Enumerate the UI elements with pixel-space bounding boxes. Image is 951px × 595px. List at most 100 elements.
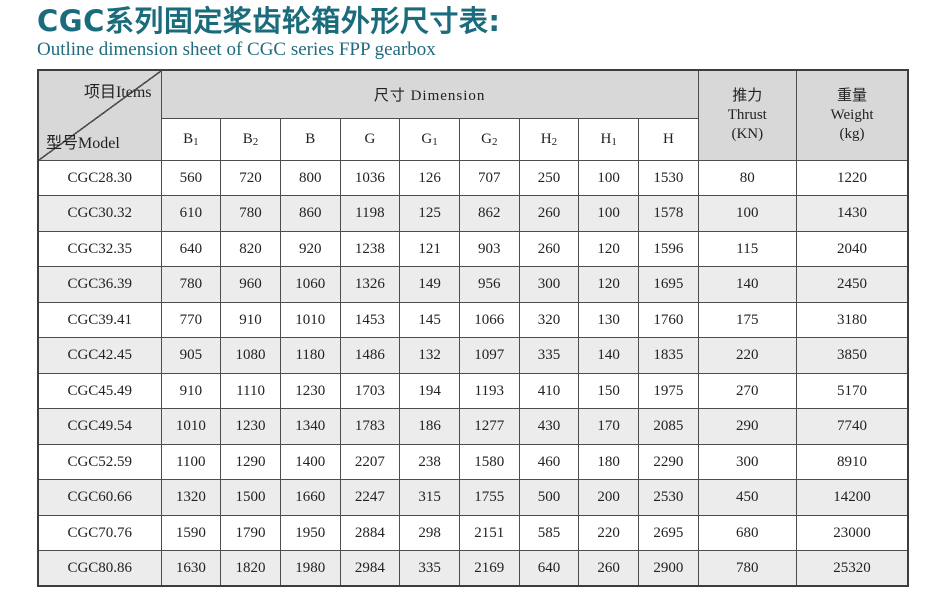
dimension-cell: 2207: [339, 443, 401, 481]
table-row: CGC32.35 640 820 920 1238 121 903 260 120 1596 115…: [37, 230, 909, 268]
dimension-cell: 460: [518, 443, 580, 481]
dimension-cell: 1198: [339, 195, 401, 232]
dimension-cell: 610: [160, 195, 222, 232]
dimension-cell: 100: [578, 195, 639, 232]
dimension-cell: 1060: [279, 266, 341, 303]
dimension-cell: 145: [399, 301, 460, 339]
dimension-cell: 1695: [638, 266, 699, 303]
dimension-cell: 770: [160, 301, 222, 339]
dimension-cell: 180: [578, 443, 639, 481]
model-cell: CGC28.30: [37, 159, 162, 197]
weight-cell: 7740: [795, 408, 909, 445]
model-cell: CGC42.45: [37, 337, 162, 374]
thrust-header-en: Thrust: [727, 107, 767, 124]
dimension-cell: 2530: [638, 479, 699, 516]
dimension-cell: 100: [578, 159, 639, 197]
model-cell: CGC39.41: [37, 301, 162, 339]
weight-cell: 2450: [795, 266, 909, 303]
weight-cell: 1220: [795, 159, 909, 197]
corner-header-cell: 项目Items 型号Model: [37, 69, 162, 161]
dimension-cell: 1596: [638, 230, 699, 268]
thrust-header-cn: 推力: [732, 88, 763, 105]
dimension-cell: 1760: [638, 301, 699, 339]
dimension-cell: 1755: [458, 479, 520, 516]
dimension-cell: 1238: [339, 230, 401, 268]
weight-cell: 8910: [795, 443, 909, 481]
dimension-cell: 126: [399, 159, 460, 197]
table-row: CGC52.59 1100 1290 1400 2207 238 1580 460 180 229…: [37, 443, 909, 481]
model-cell: CGC32.35: [37, 230, 162, 268]
dimension-cell: 1578: [638, 195, 699, 232]
model-cell: CGC45.49: [37, 372, 162, 410]
column-header-h2: H2: [518, 117, 580, 161]
thrust-cell: 270: [697, 372, 797, 410]
dimension-cell: 1703: [339, 372, 401, 410]
thrust-cell: 780: [697, 550, 797, 587]
dimension-cell: 956: [458, 266, 520, 303]
dimension-cell: 1277: [458, 408, 520, 445]
dimension-cell: 194: [399, 372, 460, 410]
thrust-cell: 175: [697, 301, 797, 339]
column-header-b: B: [279, 117, 341, 161]
dimension-cell: 150: [578, 372, 639, 410]
column-header-row: B1 B2 B G G1 G2 H2 H1 H: [38, 117, 908, 161]
model-cell: CGC80.86: [37, 550, 162, 587]
dimension-cell: 1066: [458, 301, 520, 339]
dimension-cell: 121: [399, 230, 460, 268]
dimension-cell: 320: [518, 301, 580, 339]
dimension-cell: 1486: [339, 337, 401, 374]
dimension-cell: 1320: [160, 479, 222, 516]
dimension-cell: 820: [220, 230, 281, 268]
dimension-cell: 2984: [339, 550, 401, 587]
weight-cell: 5170: [795, 372, 909, 410]
dimension-cell: 2900: [638, 550, 699, 587]
dimension-cell: 300: [518, 266, 580, 303]
dimension-cell: 1010: [279, 301, 341, 339]
weight-header-unit: (kg): [839, 125, 865, 142]
dimension-cell: 903: [458, 230, 520, 268]
weight-cell: 2040: [795, 230, 909, 268]
dimension-cell: 720: [220, 159, 281, 197]
thrust-cell: 680: [697, 514, 797, 552]
dimension-cell: 707: [458, 159, 520, 197]
dimension-cell: 1660: [279, 479, 341, 516]
dimension-cell: 315: [399, 479, 460, 516]
dimension-cell: 186: [399, 408, 460, 445]
table-row: CGC80.86 1630 1820 1980 2984 335 2169 640 260 290…: [37, 550, 909, 587]
dimension-cell: 120: [578, 266, 639, 303]
column-header-b1: B1: [160, 117, 222, 161]
dimension-cell: 1100: [160, 443, 222, 481]
dimension-cell: 260: [518, 195, 580, 232]
model-cell: CGC60.66: [37, 479, 162, 516]
dimension-cell: 130: [578, 301, 639, 339]
model-cell: CGC49.54: [37, 408, 162, 445]
dimension-cell: 1783: [339, 408, 401, 445]
dimension-cell: 640: [518, 550, 580, 587]
dimension-cell: 1630: [160, 550, 222, 587]
dimension-cell: 1180: [279, 337, 341, 374]
thrust-cell: 450: [697, 479, 797, 516]
dimension-cell: 1230: [279, 372, 341, 410]
dimension-cell: 2151: [458, 514, 520, 552]
weight-cell: 3850: [795, 337, 909, 374]
dimension-cell: 1835: [638, 337, 699, 374]
dimension-table: 项目Items 型号Model 尺寸 Dimension 推力 Thrust (…: [37, 69, 910, 588]
table-row: CGC70.76 1590 1790 1950 2884 298 2151 585 220 269…: [37, 514, 909, 552]
dimension-cell: 1820: [220, 550, 281, 587]
dimension-cell: 170: [578, 408, 639, 445]
dimension-cell: 1036: [339, 159, 401, 197]
dimension-cell: 1193: [458, 372, 520, 410]
thrust-cell: 290: [697, 408, 797, 445]
thrust-cell: 220: [697, 337, 797, 374]
dimension-cell: 1230: [220, 408, 281, 445]
dimension-cell: 1010: [160, 408, 222, 445]
table-body: CGC28.30 560 720 800 1036 126 707 250 100 1530 80 1…: [37, 159, 909, 587]
dimension-cell: 140: [578, 337, 639, 374]
table-row: CGC49.54 1010 1230 1340 1783 186 1277 430 170 208…: [37, 408, 909, 445]
table-row: CGC60.66 1320 1500 1660 2247 315 1755 500 200 253…: [37, 479, 909, 516]
dimension-cell: 238: [399, 443, 460, 481]
dimension-cell: 2695: [638, 514, 699, 552]
dimension-cell: 780: [160, 266, 222, 303]
dimension-cell: 920: [279, 230, 341, 268]
